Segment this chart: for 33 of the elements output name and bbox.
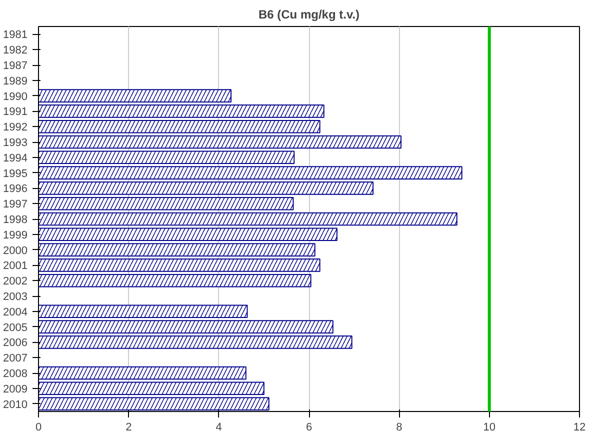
y-tick-label: 2004: [3, 306, 28, 318]
y-tick-label: 1997: [3, 198, 28, 211]
x-tick-label: 10: [483, 422, 496, 433]
y-tick-label: 1996: [3, 183, 28, 196]
y-tick-label: 1994: [3, 152, 28, 164]
x-tick-label: 4: [216, 422, 222, 433]
y-tick-label: 1987: [3, 60, 28, 72]
y-tick-label: 2010: [3, 398, 28, 411]
y-tick-label: 2006: [3, 337, 28, 350]
x-tick-label: 8: [396, 422, 402, 433]
y-tick-label: 1991: [3, 106, 28, 118]
x-tick-label: 0: [35, 422, 42, 433]
y-tick-label: 2007: [3, 352, 28, 365]
y-tick-label: 1999: [3, 229, 28, 242]
y-tick-label: 2003: [3, 291, 28, 303]
x-tick-label: 6: [306, 422, 312, 433]
x-tick-label: 12: [573, 422, 586, 433]
y-tick-label: 1998: [3, 214, 28, 226]
x-tick-label: 2: [126, 422, 132, 433]
chart-title: B6 (Cu mg/kg t.v.): [258, 8, 360, 22]
y-tick-label: 2001: [3, 260, 28, 272]
y-tick-label: 1995: [3, 168, 28, 180]
y-tick-label: 1993: [3, 137, 28, 149]
y-tick-label: 1982: [3, 44, 28, 57]
y-tick-label: 2000: [3, 244, 28, 257]
y-tick-label: 1990: [3, 90, 28, 103]
y-tick-label: 1989: [3, 75, 28, 88]
y-tick-label: 2002: [3, 276, 28, 288]
y-tick-label: 1981: [3, 29, 28, 42]
y-tick-label: 1992: [3, 122, 28, 134]
y-tick-label: 2005: [3, 322, 28, 334]
y-tick-label: 2008: [3, 368, 28, 380]
y-tick-label: 2009: [3, 383, 28, 396]
